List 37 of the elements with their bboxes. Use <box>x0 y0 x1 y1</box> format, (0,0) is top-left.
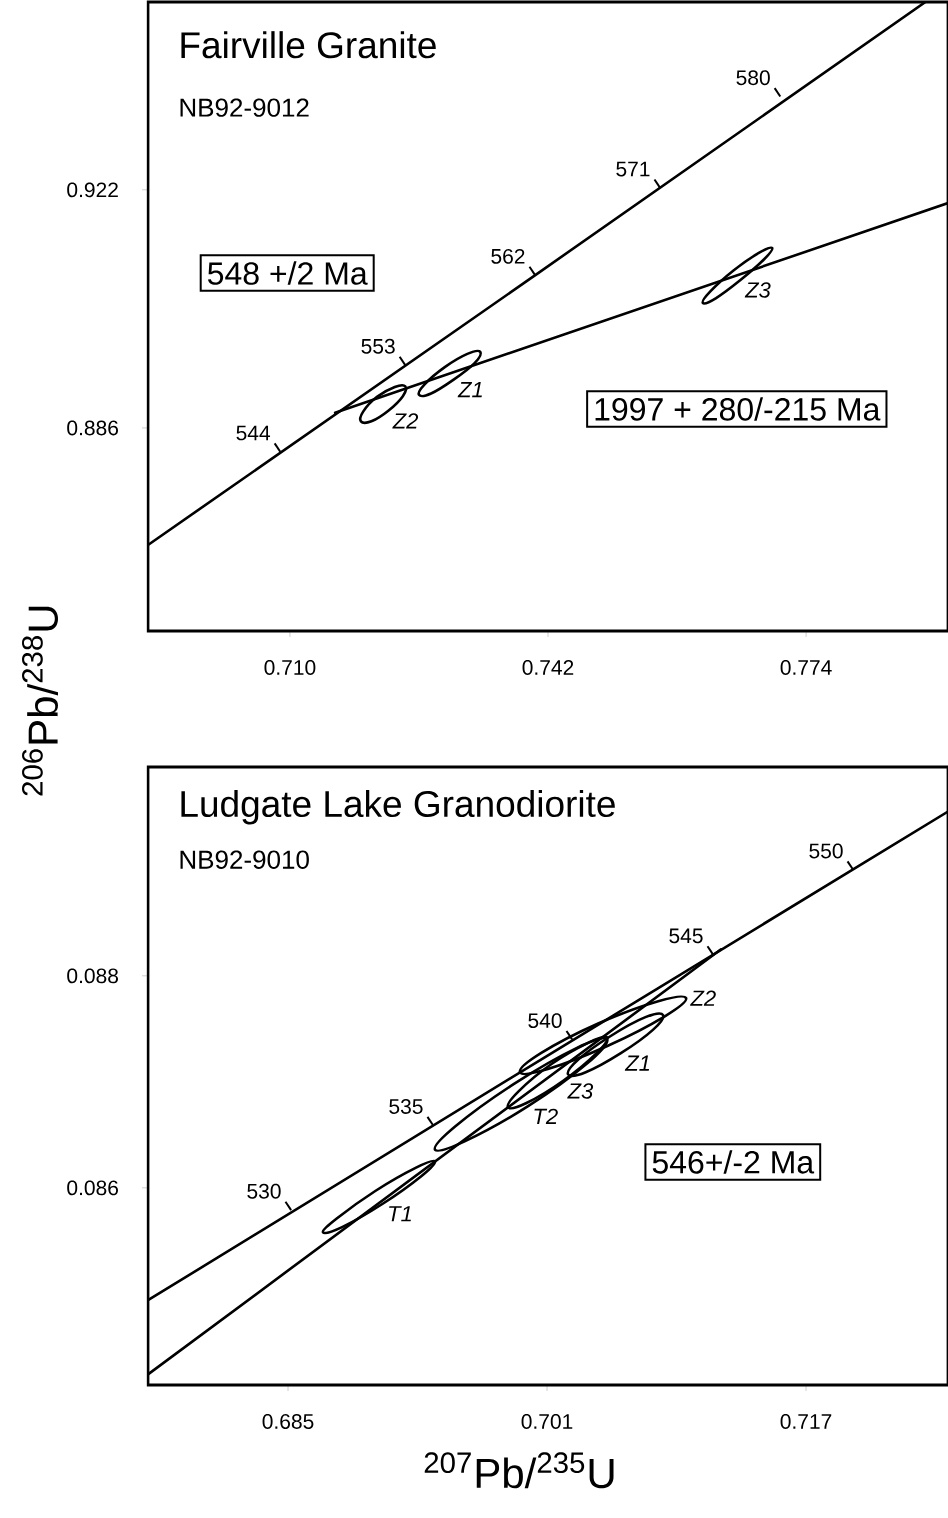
annotation: Z1 <box>457 382 482 398</box>
text: NB92-9010 <box>180 850 309 869</box>
annotation: Z1 <box>624 1055 650 1071</box>
annotation: 550 <box>809 843 843 859</box>
x-tick-label: 0.774 <box>780 660 832 675</box>
y-tick-label: 0.922 <box>67 182 118 198</box>
annotation: 530 <box>247 1183 281 1199</box>
annotation: T2 <box>534 1108 558 1124</box>
text: NB92-9012 <box>180 98 309 117</box>
y-tick-label: 0.088 <box>67 968 119 984</box>
y-axis-title: $^{206}$Pb/$^{238}$U <box>22 606 58 796</box>
annotation: 571 <box>616 161 650 177</box>
y-tick-label: 0.886 <box>67 420 119 436</box>
annotation: 562 <box>491 248 525 264</box>
text: Fairville Granite <box>181 31 436 59</box>
annotation: T1 <box>389 1206 411 1222</box>
x-tick-label: 0.717 <box>780 1414 832 1429</box>
y-tick-label: 0.086 <box>67 1180 119 1196</box>
x-tick-label: 0.701 <box>521 1414 573 1429</box>
annotation: 580 <box>736 70 770 86</box>
x-tick-label: 0.710 <box>264 660 316 675</box>
annotation: 540 <box>528 1013 562 1029</box>
x-tick-label: 0.685 <box>262 1414 314 1429</box>
annotation: 553 <box>361 338 395 354</box>
annotation: Z3 <box>744 282 771 298</box>
x-tick-label: 0.742 <box>522 660 574 675</box>
annotation: Z2 <box>392 413 419 429</box>
x-axis-title: $^{207}$Pb/$^{235}$U <box>424 1452 614 1489</box>
annotation: Z2 <box>690 990 716 1006</box>
annotation: 544 <box>236 425 271 441</box>
annotation: 535 <box>389 1099 423 1114</box>
annotation: 1997 + 280/-215 Ma <box>595 397 881 421</box>
text: Ludgate Lake Granodiorite <box>181 789 615 825</box>
annotation: 548 +/2 Ma <box>207 261 368 285</box>
annotation: 546+/-2 Ma <box>652 1150 815 1174</box>
annotation: 545 <box>669 928 703 944</box>
annotation: Z3 <box>567 1083 594 1099</box>
